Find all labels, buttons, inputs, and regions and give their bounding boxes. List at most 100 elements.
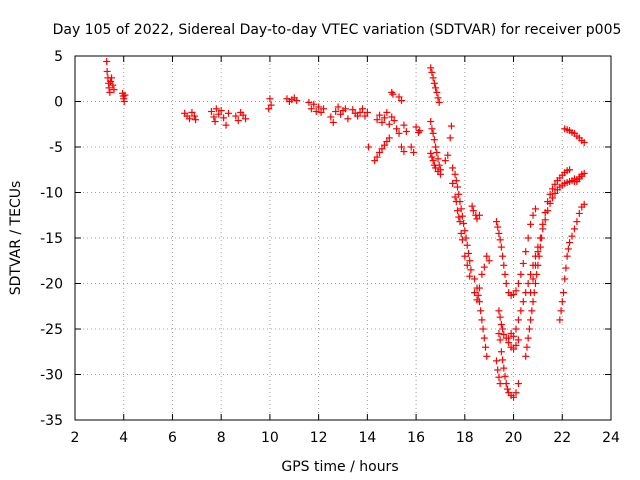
data-point [478,316,486,324]
y-axis-label: SDTVAR / TECUs [8,181,24,296]
data-point [466,257,474,265]
data-point [446,134,454,142]
data-point [529,298,537,306]
data-point [385,134,393,142]
data-point [464,249,472,257]
data-point [416,127,424,135]
data-point [544,198,552,206]
data-point [492,357,500,365]
data-point [378,118,386,126]
y-tick-label: -25 [40,322,63,338]
data-point [556,316,564,324]
data-point [573,218,581,226]
y-tick-label: -35 [40,413,63,429]
data-point [452,198,460,206]
data-point [512,389,520,397]
data-point [188,108,196,116]
data-point [441,157,449,165]
x-tick-label: 18 [456,430,474,446]
data-point [502,280,510,287]
data-point [389,90,397,98]
data-point [376,148,384,156]
data-point [528,307,536,315]
data-point [519,259,527,267]
x-tick-label: 14 [358,430,376,446]
data-point [410,148,418,156]
data-point [479,325,487,333]
data-point [373,153,381,161]
data-point [434,94,442,102]
data-point [265,105,273,113]
x-tick-label: 2 [71,430,80,446]
data-point [354,112,362,120]
data-point [312,108,320,116]
data-point [499,325,507,333]
data-point [444,151,452,159]
data-point [510,290,518,298]
x-tick-label: 12 [310,430,328,446]
x-tick-label: 22 [553,430,571,446]
data-point [495,330,503,338]
data-point [531,205,539,213]
data-point [320,105,328,113]
data-point [329,118,337,126]
data-point [373,116,381,124]
data-point [390,117,398,125]
grid [75,56,611,420]
data-point [307,105,315,113]
data-point [541,216,549,224]
data-point [524,234,532,242]
data-point [561,275,569,283]
data-point [457,229,465,237]
data-point [514,336,522,344]
data-point [239,111,247,119]
data-point [546,190,554,198]
chart-title: Day 105 of 2022, Sidereal Day-to-day VTE… [53,22,622,38]
data-point [512,341,520,349]
data-point [190,112,198,120]
data-point [564,245,572,253]
data-point [433,88,441,96]
data-point [449,179,457,187]
data-point [397,97,405,105]
data-point [428,68,436,76]
data-point [305,98,313,106]
data-point [455,190,463,198]
data-point [378,145,386,153]
data-point [517,270,525,278]
data-point [397,143,405,151]
data-point [400,121,408,129]
data-point [566,239,574,247]
data-point [492,218,500,226]
data-point [497,348,505,356]
x-tick-label: 20 [505,430,523,446]
data-point [525,325,533,333]
data-point [494,366,502,374]
data-point [512,287,520,295]
data-point [356,108,364,116]
data-point [224,109,232,117]
data-point [536,234,544,242]
data-point [334,103,342,111]
data-point [539,220,547,228]
data-point [514,316,522,324]
data-point [495,229,503,237]
data-point [480,334,488,342]
data-point [349,106,357,114]
data-point [495,307,503,315]
data-point [501,372,509,380]
data-point [549,194,557,202]
data-point [429,157,437,165]
y-tick-label: -10 [40,186,63,202]
data-point [365,143,373,151]
data-point [527,316,535,324]
data-point [499,252,507,260]
data-point [551,180,559,188]
data-point [580,200,588,208]
data-point [458,212,466,220]
data-point [217,107,225,115]
y-tick-label: 5 [54,49,63,65]
data-point [522,352,530,360]
data-point [474,291,482,299]
